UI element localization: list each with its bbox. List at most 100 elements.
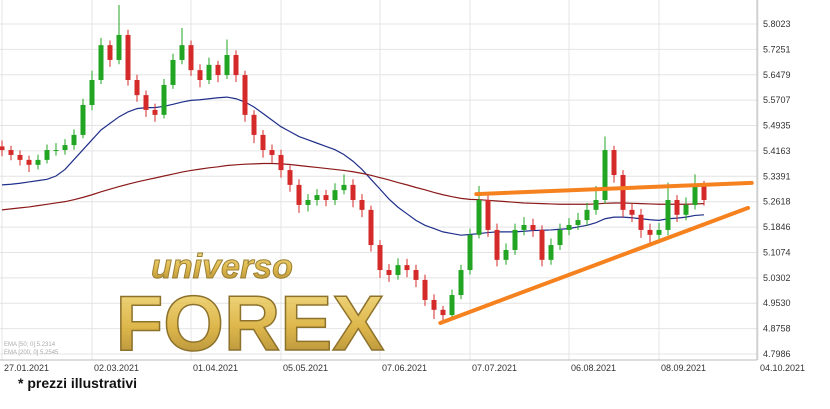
candle-body: [26, 159, 32, 165]
candle-body: [611, 150, 617, 176]
candle-body: [143, 95, 149, 110]
candle-body: [701, 184, 707, 201]
candle-body: [305, 200, 311, 205]
y-tick-label: 5.1074: [763, 247, 791, 257]
watermark: universo FOREX: [115, 248, 385, 368]
candle-body: [170, 59, 176, 85]
candle-body: [269, 150, 275, 155]
candle-body: [215, 64, 221, 76]
candle-body: [17, 154, 23, 160]
candle-body: [575, 220, 581, 225]
candle-body: [359, 200, 365, 210]
x-tick-label: 02.03.2021: [94, 363, 139, 373]
candle-body: [125, 34, 131, 80]
candle-body: [251, 114, 257, 135]
candle-body: [530, 224, 536, 230]
candle-body: [44, 150, 50, 160]
y-tick-label: 5.2618: [763, 197, 791, 207]
candle-body: [584, 209, 590, 221]
candle-body: [422, 279, 428, 300]
candle-body: [89, 79, 95, 105]
y-tick-label: 5.7251: [763, 44, 791, 54]
candle-body: [260, 134, 266, 151]
candle-body: [152, 109, 158, 115]
x-tick-label: 04.10.2021: [760, 363, 805, 373]
candle-body: [656, 229, 662, 235]
candle-body: [98, 45, 104, 80]
candle-body: [683, 204, 689, 215]
candle-body: [8, 150, 14, 155]
candle-body: [548, 245, 554, 260]
y-tick-label: 5.4163: [763, 146, 791, 156]
candle-body: [593, 200, 599, 210]
x-tick-label: 05.05.2021: [283, 363, 328, 373]
candle-body: [566, 224, 572, 230]
y-tick-label: 5.3391: [763, 171, 791, 181]
candle-body: [71, 134, 77, 146]
candle-body: [35, 159, 41, 165]
y-tick-label: 5.8023: [763, 19, 791, 29]
candle-body: [53, 150, 59, 152]
candle-body: [404, 265, 410, 271]
candle-body: [0, 146, 5, 151]
candle-body: [431, 299, 437, 310]
candle-body: [665, 200, 671, 230]
legend: EMA [50; 0] 5.2314 EMA [200; 0] 5.2545: [4, 342, 59, 356]
x-tick-label: 07.06.2021: [382, 363, 427, 373]
x-tick-label: 01.04.2021: [193, 363, 238, 373]
legend-entry: EMA [50; 0] 5.2314: [4, 342, 56, 348]
candle-body: [80, 104, 86, 135]
candle-body: [503, 249, 509, 260]
candle-body: [233, 55, 239, 76]
watermark-text: universo: [151, 248, 293, 286]
x-tick-label: 06.08.2021: [571, 363, 616, 373]
candle-body: [485, 200, 491, 230]
candle-body: [179, 45, 185, 60]
candle-body: [647, 229, 653, 235]
candle-body: [314, 195, 320, 201]
candle-body: [206, 64, 212, 80]
candle-body: [629, 209, 635, 215]
y-tick-label: 5.1846: [763, 222, 791, 232]
candle-body: [350, 184, 356, 201]
candle-body: [377, 245, 383, 271]
footnote: * prezzi illustrativi: [18, 375, 137, 391]
candle-body: [161, 84, 167, 115]
candle-body: [116, 34, 122, 60]
y-tick-label: 5.0302: [763, 273, 791, 283]
candle-body: [620, 175, 626, 210]
trendline: [438, 205, 751, 325]
candle-body: [458, 270, 464, 296]
candle-body: [197, 70, 203, 80]
candle-body: [341, 184, 347, 191]
candle-body: [692, 184, 698, 205]
y-tick-label: 5.5707: [763, 95, 791, 105]
candle-body: [296, 184, 302, 205]
candle-body: [521, 224, 527, 230]
y-tick-label: 5.4935: [763, 121, 791, 131]
trendline: [474, 180, 754, 197]
trendlines: [438, 180, 754, 325]
x-tick-label: 27.01.2021: [4, 363, 49, 373]
candle-body: [332, 190, 338, 201]
y-tick-label: 4.8758: [763, 324, 791, 334]
candle-body: [134, 79, 140, 96]
candle-body: [449, 295, 455, 316]
candle-body: [539, 229, 545, 260]
candle-body: [494, 229, 500, 260]
candle-body: [602, 150, 608, 201]
candle-body: [278, 154, 284, 171]
legend-entry: EMA [200; 0] 5.2545: [4, 350, 59, 356]
candle-body: [107, 45, 113, 60]
watermark-text: FOREX: [116, 279, 385, 367]
candle-body: [386, 270, 392, 275]
candle-body: [638, 214, 644, 230]
y-tick-label: 4.7986: [763, 349, 791, 359]
candle-body: [323, 195, 329, 201]
candle-body: [224, 55, 230, 76]
x-tick-label: 08.09.2021: [661, 363, 706, 373]
candle-body: [242, 75, 248, 115]
x-tick-label: 07.07.2021: [472, 363, 517, 373]
